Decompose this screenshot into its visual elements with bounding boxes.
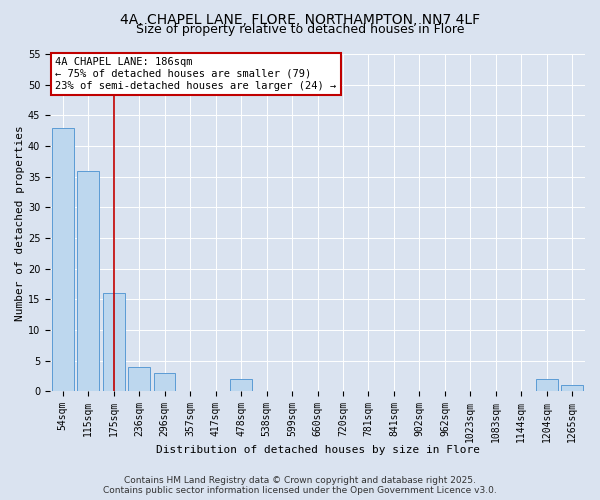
Text: 4A, CHAPEL LANE, FLORE, NORTHAMPTON, NN7 4LF: 4A, CHAPEL LANE, FLORE, NORTHAMPTON, NN7… bbox=[120, 12, 480, 26]
Bar bbox=[103, 293, 125, 392]
Y-axis label: Number of detached properties: Number of detached properties bbox=[15, 125, 25, 320]
Bar bbox=[128, 367, 150, 392]
Bar bbox=[52, 128, 74, 392]
Text: Contains HM Land Registry data © Crown copyright and database right 2025.
Contai: Contains HM Land Registry data © Crown c… bbox=[103, 476, 497, 495]
Text: 4A CHAPEL LANE: 186sqm
← 75% of detached houses are smaller (79)
23% of semi-det: 4A CHAPEL LANE: 186sqm ← 75% of detached… bbox=[55, 58, 337, 90]
Bar bbox=[536, 379, 557, 392]
Bar bbox=[562, 385, 583, 392]
Bar bbox=[77, 170, 99, 392]
Bar bbox=[230, 379, 252, 392]
Bar bbox=[154, 373, 175, 392]
Text: Size of property relative to detached houses in Flore: Size of property relative to detached ho… bbox=[136, 22, 464, 36]
X-axis label: Distribution of detached houses by size in Flore: Distribution of detached houses by size … bbox=[155, 445, 479, 455]
